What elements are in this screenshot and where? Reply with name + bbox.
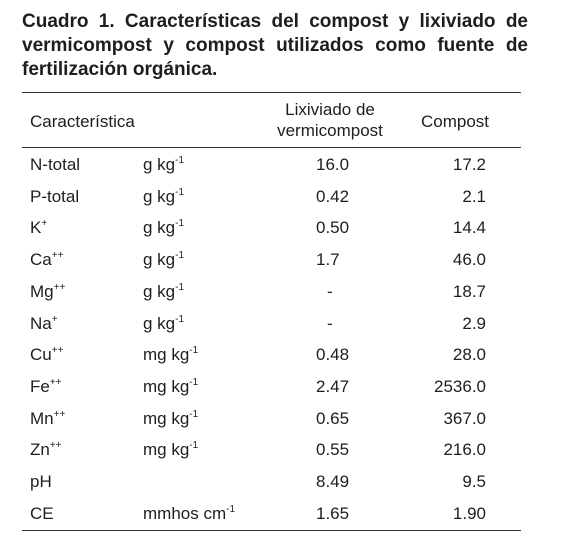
- characteristic-text: Cu: [30, 345, 52, 365]
- characteristic-text: Ca: [30, 250, 52, 270]
- table-title: Cuadro 1. Características del compost y …: [22, 11, 528, 80]
- unit-sup: -1: [175, 281, 185, 293]
- compost-value: 216.0: [443, 440, 486, 460]
- header-lixiviado: Lixiviado de: [285, 100, 375, 119]
- compost-value: 1.90: [452, 503, 486, 523]
- compost-value: 46.0: [452, 250, 486, 270]
- characteristic: pH: [30, 472, 52, 492]
- characteristic-text: K: [30, 218, 42, 238]
- lixiviado-value: 1.7: [316, 250, 340, 270]
- unit-text: mg kg: [143, 440, 190, 460]
- characteristic-text: Zn: [30, 440, 50, 460]
- characteristic: Mn++: [30, 409, 65, 429]
- compost-value: 18.7: [452, 281, 486, 301]
- compost-value: 2536.0: [434, 376, 486, 396]
- characteristic-sup: ++: [49, 440, 62, 452]
- characteristic-text: P-total: [30, 186, 80, 206]
- characteristic: P-total: [30, 187, 79, 207]
- characteristic-sup: +: [51, 313, 58, 325]
- characteristic-text: Mg: [30, 281, 54, 301]
- unit-sup: -1: [189, 440, 199, 452]
- unit-text: mg kg: [143, 376, 190, 396]
- characteristic-sup: ++: [53, 408, 66, 420]
- header-compost: Compost: [421, 112, 490, 131]
- characteristic-text: pH: [30, 472, 52, 491]
- lixiviado-value: 0.55: [316, 440, 350, 460]
- unit-text: g kg: [143, 250, 176, 270]
- header-lixiviado: vermicompost: [277, 121, 383, 140]
- unit-sup: -1: [175, 186, 185, 198]
- lixiviado-value: -: [327, 313, 333, 333]
- characteristic-text: CE: [30, 503, 54, 523]
- characteristic-sup: ++: [49, 376, 62, 388]
- characteristic: Cu++: [30, 345, 63, 365]
- lixiviado-value: 0.48: [316, 345, 350, 365]
- unit-sup: -1: [175, 250, 185, 262]
- characteristic-text: N-total: [30, 155, 81, 174]
- characteristic-text: Na: [30, 313, 52, 333]
- unit-sup: -1: [175, 155, 185, 166]
- bottom-rule: [22, 530, 521, 531]
- lixiviado-value: 0.65: [316, 408, 350, 428]
- unit: g kg-1: [143, 155, 184, 175]
- lixiviado-value: 0.42: [316, 186, 350, 206]
- top-rule: [22, 92, 521, 93]
- header-characteristic: Característica: [30, 112, 135, 131]
- compost-value: 2.9: [462, 313, 486, 333]
- unit-sup: -1: [175, 313, 185, 325]
- unit-text: g kg: [143, 155, 176, 174]
- compost-value: 2.1: [462, 186, 486, 206]
- unit: g kg-1: [143, 250, 184, 270]
- characteristic-sup: +: [41, 218, 48, 230]
- lixiviado-value: -: [327, 281, 333, 301]
- compost-value: 28.0: [452, 345, 486, 365]
- characteristic: Zn++: [30, 440, 62, 460]
- unit-text: mg kg: [143, 408, 190, 428]
- unit: g kg-1: [143, 314, 184, 334]
- unit-text: g kg: [143, 313, 176, 333]
- compost-value: 367.0: [443, 408, 486, 428]
- characteristic: Mg++: [30, 282, 65, 302]
- lixiviado-value: 8.49: [316, 472, 350, 491]
- unit: mg kg-1: [143, 409, 198, 429]
- characteristic: Fe++: [30, 377, 62, 397]
- characteristic-text: Fe: [30, 376, 50, 396]
- characteristic-sup: ++: [51, 250, 64, 262]
- unit-text: g kg: [143, 281, 176, 301]
- unit-sup: -1: [189, 408, 199, 420]
- characteristic-sup: ++: [51, 345, 64, 357]
- compost-value: 17.2: [452, 155, 486, 174]
- lixiviado-value: 16.0: [316, 155, 350, 174]
- characteristic: CE: [30, 504, 54, 524]
- characteristic: K+: [30, 218, 47, 238]
- unit-text: g kg: [143, 218, 176, 238]
- unit-text: mmhos cm: [143, 503, 227, 523]
- unit: mmhos cm-1: [143, 504, 235, 524]
- unit: mg kg-1: [143, 377, 198, 397]
- unit-text: mg kg: [143, 345, 190, 365]
- unit-sup: -1: [189, 376, 199, 388]
- unit: g kg-1: [143, 187, 184, 207]
- unit-sup: -1: [175, 218, 185, 230]
- unit: g kg-1: [143, 282, 184, 302]
- characteristic: N-total: [30, 155, 80, 175]
- compost-value: 14.4: [452, 218, 486, 238]
- characteristic: Na+: [30, 314, 58, 334]
- lixiviado-value: 0.50: [316, 218, 350, 238]
- unit-text: g kg: [143, 186, 176, 206]
- unit-sup: -1: [226, 503, 236, 515]
- unit: mg kg-1: [143, 345, 198, 365]
- compost-value: 9.5: [462, 472, 486, 491]
- characteristic-text: Mn: [30, 408, 54, 428]
- characteristic-sup: ++: [53, 281, 66, 293]
- unit-sup: -1: [189, 345, 199, 357]
- unit: g kg-1: [143, 218, 184, 238]
- lixiviado-value: 2.47: [316, 376, 350, 396]
- lixiviado-value: 1.65: [316, 503, 350, 523]
- characteristic: Ca++: [30, 250, 63, 270]
- unit: mg kg-1: [143, 440, 198, 460]
- header-rule: [22, 147, 521, 148]
